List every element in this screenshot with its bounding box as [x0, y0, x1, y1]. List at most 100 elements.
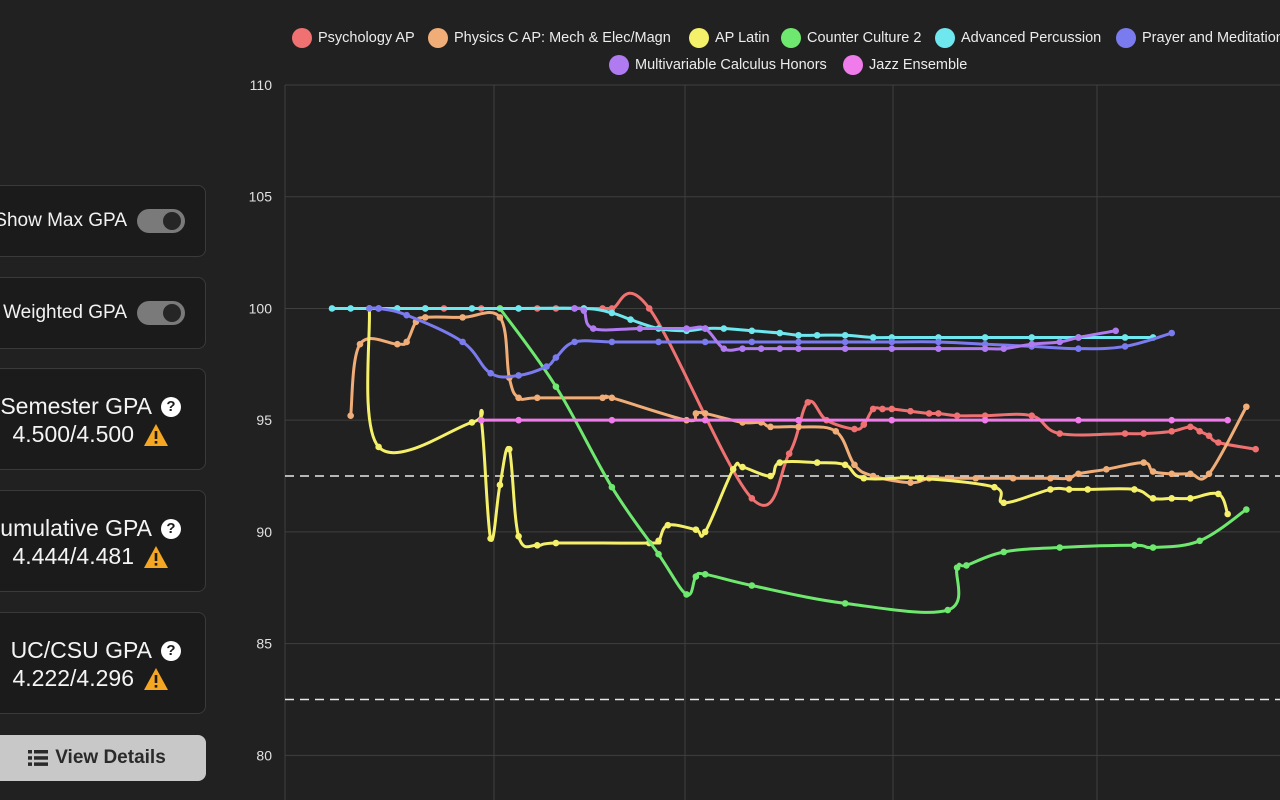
data-point[interactable]: [729, 466, 737, 473]
data-point[interactable]: [1252, 445, 1259, 453]
legend-item[interactable]: AP Latin: [689, 28, 770, 48]
data-point[interactable]: [459, 338, 466, 346]
data-point[interactable]: [505, 445, 513, 453]
data-point[interactable]: [664, 521, 672, 529]
data-point[interactable]: [533, 394, 541, 402]
data-point[interactable]: [375, 443, 382, 451]
data-point[interactable]: [1140, 459, 1148, 466]
data-point[interactable]: [1065, 474, 1073, 482]
data-point[interactable]: [1187, 423, 1194, 431]
data-point[interactable]: [515, 394, 522, 402]
data-point[interactable]: [589, 325, 597, 332]
data-point[interactable]: [627, 316, 634, 323]
data-point[interactable]: [515, 416, 522, 424]
view-details-button[interactable]: View Details: [0, 735, 206, 781]
data-point[interactable]: [907, 407, 914, 415]
data-point[interactable]: [515, 533, 522, 540]
data-point[interactable]: [692, 526, 700, 533]
data-point[interactable]: [552, 539, 560, 547]
data-point[interactable]: [1121, 430, 1129, 437]
warning-icon[interactable]: [143, 423, 169, 447]
data-point[interactable]: [1224, 416, 1231, 424]
help-icon[interactable]: ?: [161, 396, 181, 417]
data-point[interactable]: [701, 416, 709, 424]
data-point[interactable]: [991, 483, 998, 491]
legend-item[interactable]: Prayer and Meditation: [1116, 28, 1280, 48]
data-point[interactable]: [860, 474, 868, 482]
data-point[interactable]: [375, 305, 382, 312]
data-point[interactable]: [795, 345, 802, 352]
data-point[interactable]: [1000, 499, 1008, 507]
data-point[interactable]: [944, 606, 952, 614]
data-point[interactable]: [953, 564, 961, 571]
data-point[interactable]: [879, 405, 886, 413]
data-point[interactable]: [1168, 329, 1175, 337]
data-point[interactable]: [1196, 428, 1203, 435]
data-point[interactable]: [748, 582, 756, 589]
data-point[interactable]: [888, 405, 896, 413]
data-point[interactable]: [1112, 327, 1120, 335]
data-point[interactable]: [981, 334, 989, 341]
data-point[interactable]: [487, 535, 494, 542]
data-point[interactable]: [1187, 470, 1194, 478]
data-point[interactable]: [1028, 334, 1036, 341]
data-point[interactable]: [1065, 486, 1073, 493]
data-point[interactable]: [888, 345, 896, 352]
data-point[interactable]: [468, 419, 476, 426]
data-point[interactable]: [748, 495, 756, 502]
data-point[interactable]: [1009, 474, 1017, 482]
data-point[interactable]: [701, 325, 709, 332]
data-point[interactable]: [841, 461, 849, 469]
data-point[interactable]: [841, 600, 849, 607]
data-point[interactable]: [888, 416, 896, 424]
data-point[interactable]: [841, 338, 849, 346]
data-point[interactable]: [795, 423, 802, 431]
series-line[interactable]: [332, 306, 1154, 340]
data-point[interactable]: [869, 405, 877, 413]
data-point[interactable]: [767, 423, 774, 431]
data-point[interactable]: [487, 369, 494, 377]
data-point[interactable]: [832, 428, 840, 435]
series-line[interactable]: [369, 306, 1173, 379]
legend-item[interactable]: Physics C AP: Mech & Elec/Magn: [428, 28, 671, 48]
data-point[interactable]: [841, 345, 849, 352]
data-point[interactable]: [1000, 548, 1008, 556]
data-point[interactable]: [1075, 470, 1082, 478]
data-point[interactable]: [1131, 486, 1138, 493]
series-line[interactable]: [498, 307, 1248, 614]
data-point[interactable]: [795, 416, 802, 424]
data-point[interactable]: [748, 327, 756, 335]
data-point[interactable]: [692, 573, 700, 580]
data-point[interactable]: [907, 479, 914, 487]
data-point[interactable]: [776, 329, 784, 337]
show-max-gpa-switch[interactable]: [137, 209, 185, 233]
data-point[interactable]: [739, 463, 746, 471]
data-point[interactable]: [1121, 334, 1129, 341]
data-point[interactable]: [1056, 338, 1064, 346]
data-point[interactable]: [767, 472, 774, 480]
data-point[interactable]: [1168, 428, 1175, 435]
data-point[interactable]: [1168, 495, 1175, 502]
data-point[interactable]: [795, 331, 802, 339]
data-point[interactable]: [403, 338, 410, 346]
data-point[interactable]: [543, 363, 550, 370]
data-point[interactable]: [1149, 495, 1157, 502]
data-point[interactable]: [1047, 474, 1054, 482]
help-icon[interactable]: ?: [161, 518, 181, 539]
data-point[interactable]: [776, 345, 784, 352]
data-point[interactable]: [701, 528, 709, 536]
data-point[interactable]: [645, 305, 653, 312]
data-point[interactable]: [869, 334, 877, 341]
data-point[interactable]: [953, 412, 961, 419]
data-point[interactable]: [748, 338, 756, 346]
data-point[interactable]: [1243, 506, 1250, 513]
data-point[interactable]: [1084, 486, 1092, 493]
data-point[interactable]: [608, 483, 616, 491]
data-point[interactable]: [552, 354, 560, 361]
data-point[interactable]: [366, 305, 373, 312]
data-point[interactable]: [972, 474, 980, 482]
data-point[interactable]: [935, 345, 942, 352]
data-point[interactable]: [916, 474, 924, 482]
data-point[interactable]: [1028, 412, 1036, 419]
data-point[interactable]: [683, 591, 690, 598]
